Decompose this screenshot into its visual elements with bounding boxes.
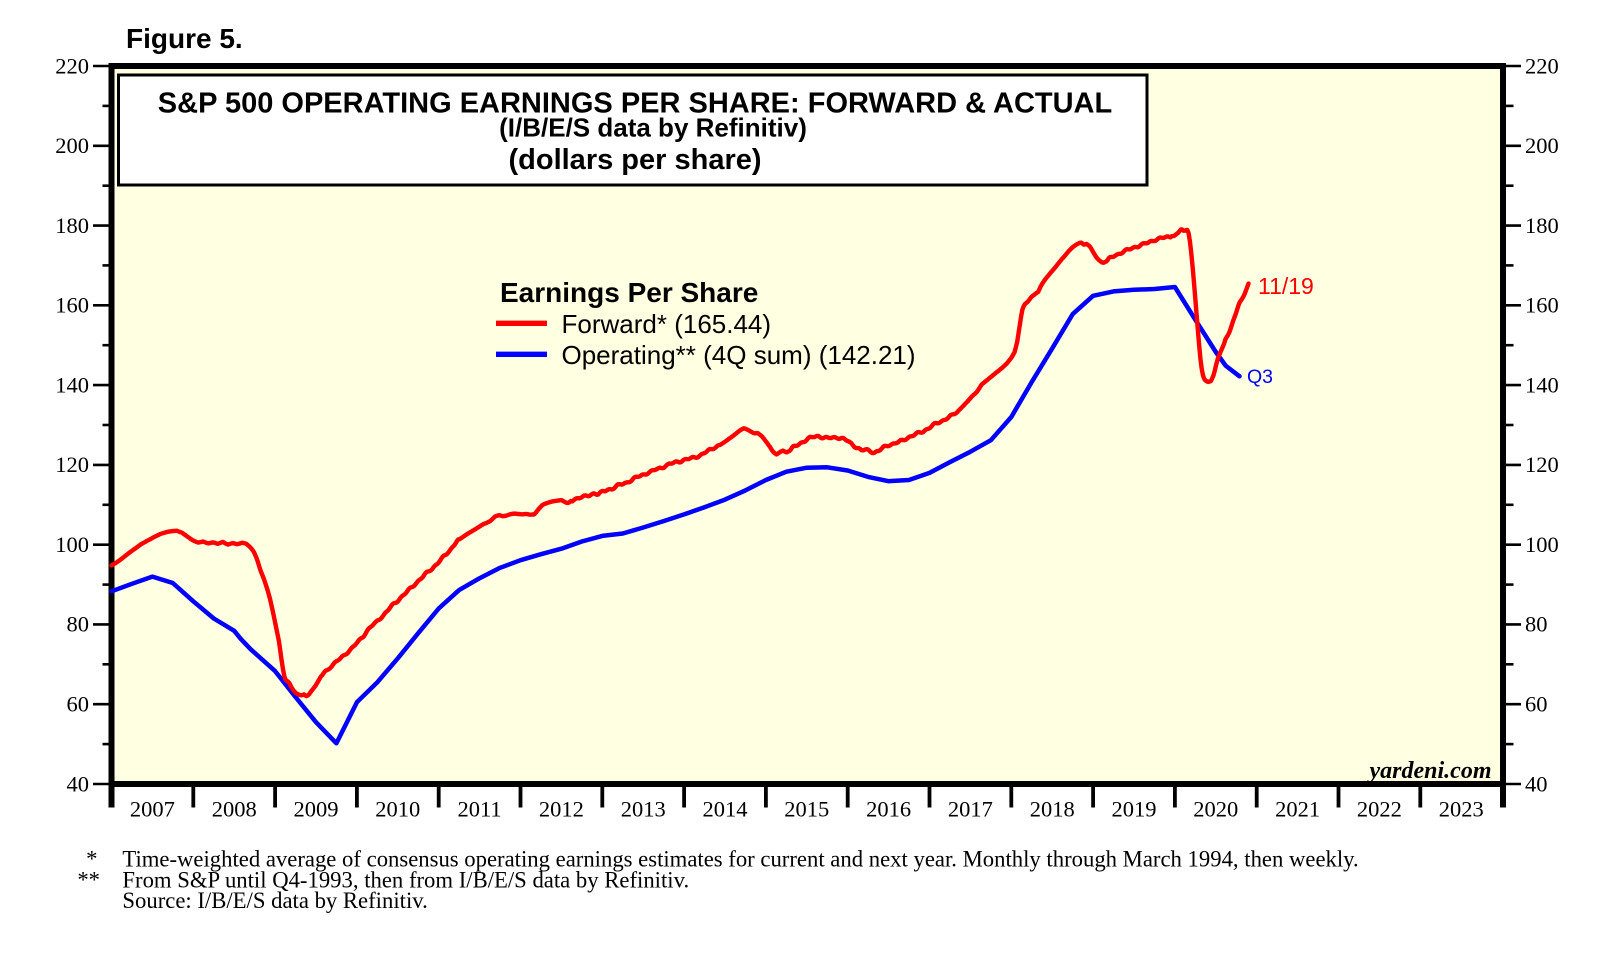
svg-text:2008: 2008	[212, 797, 257, 822]
svg-text:**: **	[77, 867, 100, 892]
svg-text:Source: I/B/E/S data by Refini: Source: I/B/E/S data by Refinitiv.	[122, 888, 427, 913]
svg-text:Forward* (165.44): Forward* (165.44)	[562, 309, 772, 339]
svg-text:2021: 2021	[1275, 797, 1320, 822]
svg-text:2010: 2010	[375, 797, 420, 822]
svg-text:80: 80	[1525, 612, 1548, 637]
svg-text:2013: 2013	[621, 797, 666, 822]
svg-text:Q3: Q3	[1247, 366, 1273, 388]
svg-text:2019: 2019	[1112, 797, 1157, 822]
svg-text:160: 160	[55, 293, 89, 318]
svg-text:2009: 2009	[294, 797, 339, 822]
svg-text:2018: 2018	[1030, 797, 1075, 822]
svg-text:2012: 2012	[539, 797, 584, 822]
svg-text:2007: 2007	[130, 797, 175, 822]
svg-text:100: 100	[1525, 532, 1559, 557]
svg-text:S&P 500 OPERATING EARNINGS PER: S&P 500 OPERATING EARNINGS PER SHARE: FO…	[158, 88, 1112, 120]
svg-text:2015: 2015	[784, 797, 829, 822]
svg-text:Figure 5.: Figure 5.	[126, 23, 243, 54]
svg-text:200: 200	[55, 133, 89, 158]
svg-text:2023: 2023	[1439, 797, 1484, 822]
svg-text:2020: 2020	[1193, 797, 1238, 822]
svg-text:200: 200	[1525, 133, 1559, 158]
svg-text:60: 60	[67, 692, 90, 717]
svg-text:40: 40	[1525, 771, 1548, 796]
svg-text:yardeni.com: yardeni.com	[1367, 758, 1492, 784]
svg-text:40: 40	[67, 771, 90, 796]
svg-text:220: 220	[1525, 53, 1559, 78]
svg-text:(I/B/E/S data by Refinitiv): (I/B/E/S data by Refinitiv)	[499, 113, 807, 143]
svg-text:11/19: 11/19	[1258, 273, 1314, 299]
svg-text:*: *	[86, 847, 97, 872]
svg-text:2022: 2022	[1357, 797, 1402, 822]
svg-text:220: 220	[55, 53, 89, 78]
svg-text:140: 140	[1525, 372, 1559, 397]
svg-text:60: 60	[1525, 692, 1548, 717]
svg-text:140: 140	[55, 372, 89, 397]
svg-text:160: 160	[1525, 293, 1559, 318]
svg-text:120: 120	[55, 452, 89, 477]
svg-text:2014: 2014	[703, 797, 748, 822]
svg-text:(dollars per share): (dollars per share)	[508, 144, 761, 176]
svg-text:180: 180	[1525, 213, 1559, 238]
svg-text:2011: 2011	[458, 797, 502, 822]
svg-text:From S&P until Q4-1993, then f: From S&P until Q4-1993, then from I/B/E/…	[122, 867, 689, 892]
svg-text:Operating** (4Q sum) (142.21): Operating** (4Q sum) (142.21)	[562, 340, 916, 370]
svg-text:Time-weighted average of conse: Time-weighted average of consensus opera…	[122, 847, 1358, 872]
svg-text:Earnings Per Share: Earnings Per Share	[500, 277, 758, 308]
svg-text:120: 120	[1525, 452, 1559, 477]
svg-text:80: 80	[67, 612, 90, 637]
svg-text:2016: 2016	[866, 797, 911, 822]
svg-text:180: 180	[55, 213, 89, 238]
svg-text:2017: 2017	[948, 797, 993, 822]
svg-text:100: 100	[55, 532, 89, 557]
